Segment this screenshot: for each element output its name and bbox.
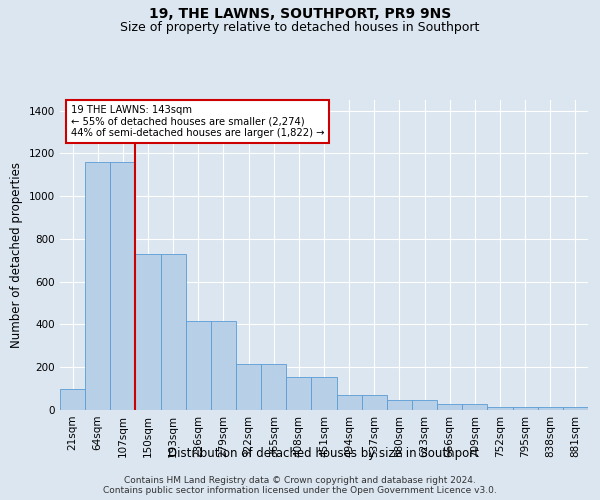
Bar (85, 162, 110, 410)
Bar (462, 404, 487, 410)
Bar (211, 322, 236, 410)
Text: Contains HM Land Registry data © Crown copyright and database right 2024.
Contai: Contains HM Land Registry data © Crown c… (103, 476, 497, 495)
Bar (261, 364, 286, 410)
Bar (60, 388, 85, 410)
Text: 19, THE LAWNS, SOUTHPORT, PR9 9NS: 19, THE LAWNS, SOUTHPORT, PR9 9NS (149, 8, 451, 22)
Bar (186, 322, 211, 410)
Text: Size of property relative to detached houses in Southport: Size of property relative to detached ho… (121, 21, 479, 34)
Bar (236, 364, 261, 410)
Bar (437, 404, 462, 410)
Bar (487, 407, 512, 410)
Bar (161, 254, 186, 410)
Bar (337, 395, 362, 410)
Bar (136, 254, 161, 410)
Bar (538, 407, 563, 410)
Bar (311, 377, 337, 410)
Bar (512, 407, 538, 410)
Bar (362, 395, 387, 410)
Bar (110, 162, 136, 410)
Y-axis label: Number of detached properties: Number of detached properties (10, 162, 23, 348)
Bar (563, 407, 588, 410)
Bar (387, 400, 412, 410)
Text: 19 THE LAWNS: 143sqm
← 55% of detached houses are smaller (2,274)
44% of semi-de: 19 THE LAWNS: 143sqm ← 55% of detached h… (71, 104, 324, 138)
Bar (286, 377, 311, 410)
Text: Distribution of detached houses by size in Southport: Distribution of detached houses by size … (169, 448, 479, 460)
Bar (412, 400, 437, 410)
